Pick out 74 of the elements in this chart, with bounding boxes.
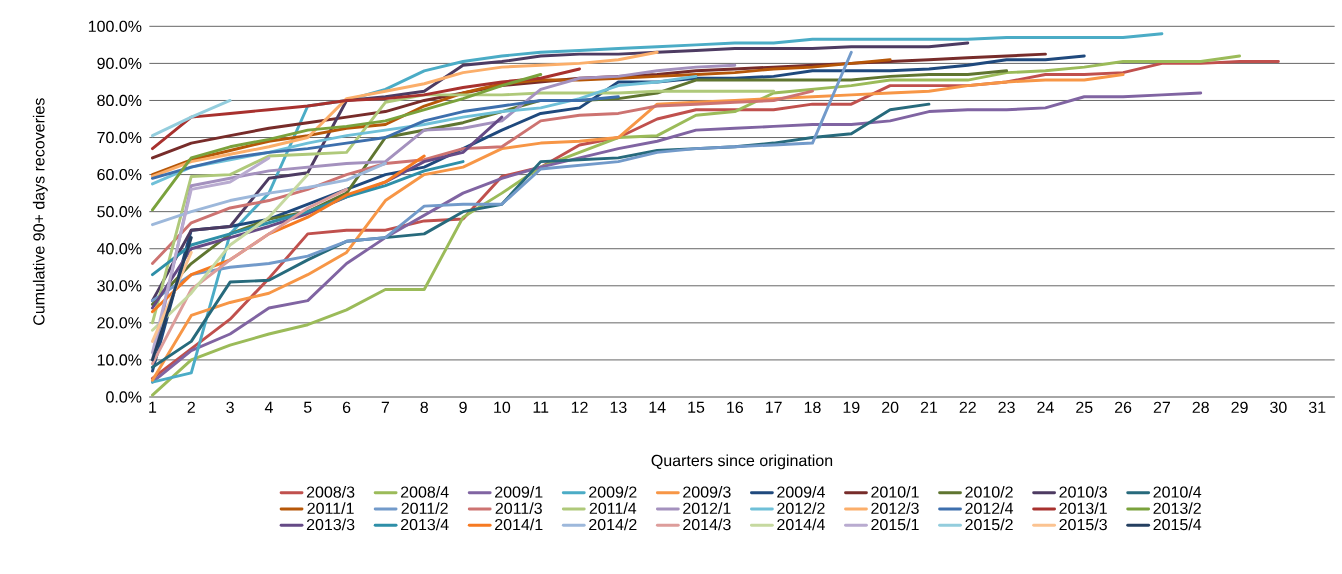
- legend-label: 2008/3: [306, 486, 355, 498]
- legend-label: 2015/3: [1059, 518, 1107, 531]
- legend-label: 2012/4: [965, 502, 1014, 514]
- legend-label: 2013/4: [400, 518, 449, 531]
- y-tick-label: 30.0%: [97, 280, 142, 292]
- legend-label: 2009/4: [777, 486, 825, 498]
- legend-label: 2009/1: [495, 486, 543, 498]
- x-axis-title: Quarters since origination: [651, 454, 833, 470]
- legend-label: 2010/4: [1153, 486, 1202, 498]
- legend-label: 2011/2: [401, 502, 448, 514]
- legend-label: 2011/1: [307, 502, 354, 514]
- legend-label: 2015/2: [965, 518, 1013, 531]
- x-tick-label: 30: [1270, 401, 1287, 414]
- x-tick-label: 29: [1231, 401, 1248, 414]
- x-tick-label: 4: [264, 401, 273, 413]
- legend-label: 2014/4: [777, 518, 825, 531]
- x-tick-label: 28: [1192, 401, 1209, 414]
- x-tick-label: 26: [1114, 401, 1132, 414]
- y-tick-label: 90.0%: [97, 57, 142, 70]
- legend-label: 2010/1: [871, 486, 919, 498]
- legend-label: 2008/4: [400, 486, 449, 498]
- y-tick-label: 70.0%: [97, 131, 142, 144]
- y-tick-label: 20.0%: [97, 317, 142, 329]
- x-tick-label: 20: [882, 401, 899, 414]
- legend-label: 2013/2: [1153, 502, 1201, 514]
- x-tick-label: 11: [533, 401, 549, 413]
- legend-label: 2013/3: [306, 518, 355, 531]
- x-tick-label: 9: [459, 401, 467, 414]
- x-tick-label: 23: [998, 401, 1015, 414]
- x-tick-label: 25: [1076, 401, 1093, 414]
- x-tick-label: 21: [920, 401, 938, 413]
- legend-label: 2012/2: [777, 502, 825, 514]
- x-tick-label: 1: [149, 401, 157, 413]
- legend-label: 2015/4: [1153, 518, 1202, 531]
- x-tick-label: 27: [1153, 401, 1170, 413]
- legend-label: 2009/2: [589, 486, 637, 498]
- x-tick-label: 8: [420, 401, 428, 414]
- legend-label: 2010/3: [1059, 486, 1107, 498]
- x-tick-label: 7: [381, 401, 390, 413]
- y-tick-label: 80.0%: [97, 94, 142, 107]
- y-axis-title: Cumulative 90+ days recoveries: [32, 98, 48, 325]
- x-tick-label: 14: [649, 401, 666, 413]
- x-tick-label: 2: [187, 401, 195, 413]
- y-tick-label: 40.0%: [96, 243, 142, 255]
- legend-label: 2014/3: [683, 518, 731, 531]
- x-tick-label: 15: [688, 401, 705, 413]
- y-tick-label: 50.0%: [97, 206, 142, 218]
- x-tick-label: 17: [765, 401, 782, 413]
- legend-label: 2014/1: [495, 518, 543, 531]
- legend-label: 2011/3: [495, 502, 542, 514]
- legend-label: 2011/4: [589, 502, 637, 514]
- x-tick-label: 31: [1308, 401, 1326, 414]
- x-tick-label: 5: [303, 401, 312, 413]
- x-tick-label: 3: [226, 401, 234, 414]
- y-tick-label: 60.0%: [97, 168, 142, 181]
- x-tick-label: 10: [494, 401, 511, 414]
- y-tick-label: 10.0%: [97, 354, 142, 366]
- x-tick-label: 19: [843, 401, 860, 414]
- x-tick-label: 12: [571, 401, 588, 413]
- legend-label: 2014/2: [589, 518, 637, 531]
- y-tick-label: 0.0%: [106, 391, 142, 403]
- x-tick-label: 24: [1037, 401, 1054, 413]
- x-tick-label: 22: [959, 401, 976, 413]
- legend-label: 2012/3: [871, 502, 919, 514]
- legend-label: 2009/3: [683, 486, 731, 498]
- x-tick-label: 18: [804, 401, 821, 414]
- x-tick-label: 6: [342, 401, 351, 414]
- legend-label: 2013/1: [1059, 502, 1107, 514]
- legend-label: 2010/2: [965, 486, 1013, 498]
- y-tick-label: 100.0%: [88, 20, 142, 32]
- x-tick-label: 13: [610, 401, 627, 414]
- x-tick-label: 16: [727, 401, 744, 414]
- legend-label: 2012/1: [683, 502, 731, 514]
- legend-label: 2015/1: [871, 518, 919, 531]
